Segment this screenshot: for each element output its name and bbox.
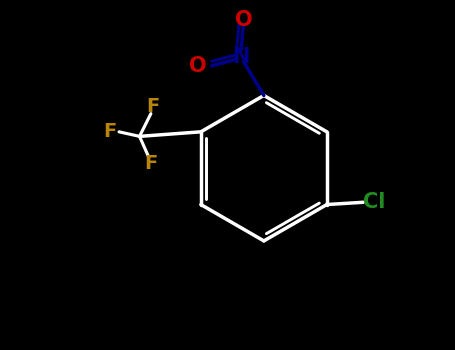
Text: O: O xyxy=(189,56,207,76)
Text: Cl: Cl xyxy=(364,192,386,212)
Text: N: N xyxy=(233,47,250,67)
Text: O: O xyxy=(235,10,252,30)
Text: F: F xyxy=(144,154,157,173)
Text: F: F xyxy=(147,97,160,116)
Text: F: F xyxy=(103,122,116,141)
